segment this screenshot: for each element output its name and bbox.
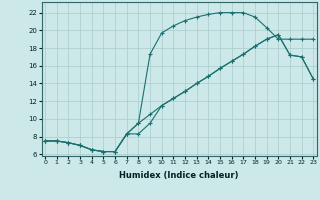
X-axis label: Humidex (Indice chaleur): Humidex (Indice chaleur)	[119, 171, 239, 180]
